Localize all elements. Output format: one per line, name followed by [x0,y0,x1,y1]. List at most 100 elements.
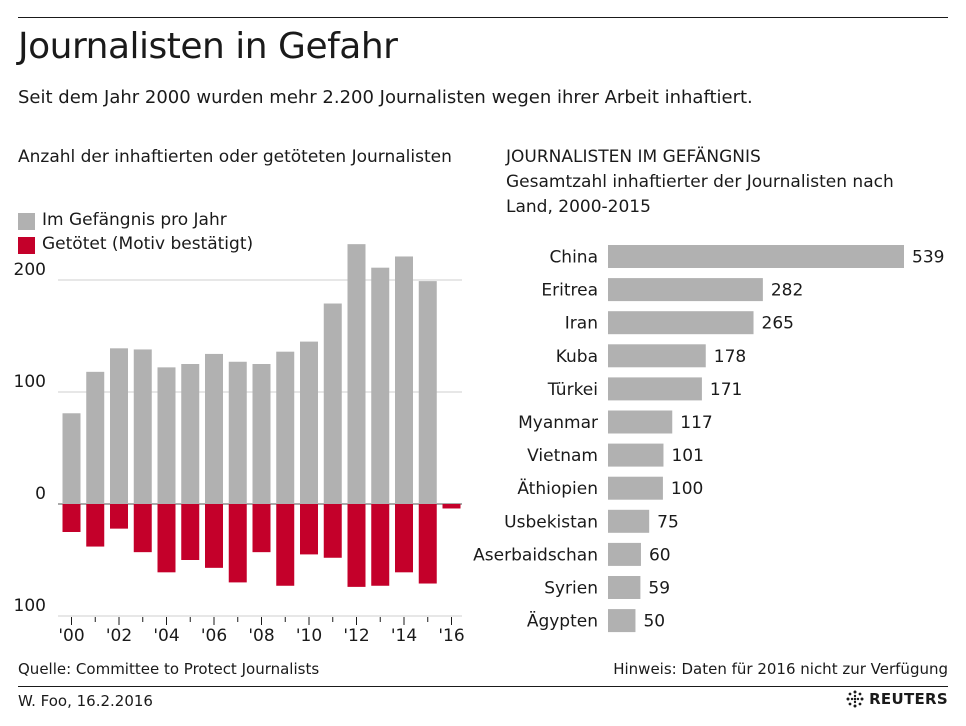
reuters-dots-icon [846,690,864,708]
x-tick-label: '14 [391,626,417,646]
country-bar [608,609,636,633]
legend-jailed-label: Im Gefängnis pro Jahr [42,210,227,230]
country-bar [608,245,904,268]
bar-killed-2013 [371,504,390,586]
country-value-label: 265 [762,314,794,334]
bar-killed-2008 [252,504,271,553]
bar-killed-2015 [418,504,437,584]
country-label: Ägypten [527,611,598,632]
country-value-label: 282 [771,281,803,301]
country-label: Türkei [547,380,598,400]
x-tick-label: '16 [438,626,464,646]
bar-killed-2000 [62,504,81,532]
country-bar [608,542,641,566]
top-rule [18,17,948,18]
credit-line: W. Foo, 16.2.2016 [18,692,153,710]
country-label: Syrien [544,579,598,599]
country-bar [608,377,702,401]
right-chart-title: JOURNALISTEN IM GEFÄNGNIS [506,147,761,167]
x-tick-label: '08 [248,626,274,646]
bar-killed-2007 [228,504,247,583]
country-label: Myanmar [518,413,598,433]
x-tick-label: '12 [343,626,369,646]
country-value-label: 117 [680,413,712,433]
bar-killed-2003 [133,504,152,553]
country-value-label: 59 [648,579,670,599]
bar-killed-2014 [395,504,413,573]
bar-jailed-2012 [347,244,366,504]
bar-killed-2009 [276,504,295,586]
bar-jailed-2004 [157,367,176,504]
reuters-logo-text: REUTERS [869,690,948,708]
page-subtitle: Seit dem Jahr 2000 wurden mehr 2.200 Jou… [18,87,753,108]
bar-jailed-2007 [228,361,247,504]
bar-jailed-2010 [300,341,318,504]
bar-killed-2010 [300,504,318,555]
country-label: China [549,248,598,268]
country-label: Äthiopien [517,478,598,499]
country-bar [608,278,763,302]
country-bar [608,443,664,467]
country-label: Iran [565,314,598,334]
country-value-label: 539 [912,248,944,268]
bar-jailed-2005 [181,364,200,504]
bar-killed-2004 [157,504,176,573]
country-label: Eritrea [541,281,598,301]
bar-killed-2012 [347,504,366,587]
bar-killed-2002 [110,504,128,529]
y-tick-label: 100 [14,596,46,616]
country-bar [608,410,673,434]
country-bar [608,476,663,500]
bar-jailed-2008 [252,364,271,504]
country-label: Kuba [556,347,598,367]
y-tick-label: 0 [35,484,46,504]
country-value-label: 100 [671,479,703,499]
x-tick-label: '06 [201,626,227,646]
bar-killed-2001 [86,504,105,547]
reuters-logo: REUTERS [846,690,948,708]
country-bar [608,344,706,368]
right-chart-subtitle-line1: Gesamtzahl inhaftierter der Journalisten… [506,172,894,192]
footer-rule [18,686,948,687]
bar-jailed-2009 [276,351,295,504]
bar-jailed-2003 [133,349,152,504]
country-value-label: 171 [710,380,742,400]
legend-killed-label: Getötet (Motiv bestätigt) [42,234,254,254]
country-label: Usbekistan [504,512,598,532]
bar-jailed-2014 [395,256,413,504]
country-bar [608,576,641,599]
country-value-label: 101 [671,446,703,466]
bar-killed-2006 [205,504,223,568]
page-title: Journalisten in Gefahr [18,26,398,67]
data-note: Hinweis: Daten für 2016 nicht zur Verfüg… [613,660,948,678]
bar-jailed-2006 [205,353,223,504]
bar-jailed-2001 [86,371,105,504]
bar-killed-2016 [442,504,461,509]
legend-jailed-swatch [18,213,35,230]
y-tick-label: 200 [14,260,46,280]
country-label: Aserbaidschan [473,545,598,565]
x-tick-label: '02 [106,626,132,646]
country-label: Vietnam [527,446,598,466]
legend-killed-swatch [18,237,35,254]
bar-jailed-2002 [110,348,128,504]
country-value-label: 75 [657,512,679,532]
source-note: Quelle: Committee to Protect Journalists [18,660,320,678]
x-tick-label: '04 [153,626,179,646]
country-value-label: 60 [649,545,671,565]
bar-jailed-2015 [418,281,437,504]
x-tick-label: '10 [296,626,322,646]
bar-killed-2005 [181,504,200,560]
country-bar [608,311,754,335]
bar-killed-2011 [323,504,342,558]
bar-jailed-2013 [371,267,390,504]
country-value-label: 178 [714,347,746,367]
country-value-label: 50 [643,612,665,632]
left-chart-label: Anzahl der inhaftierten oder getöteten J… [18,147,452,167]
x-tick-label: '00 [58,626,84,646]
right-chart-subtitle-line2: Land, 2000-2015 [506,197,651,217]
y-tick-label: 100 [14,372,46,392]
bar-jailed-2011 [323,303,342,504]
bar-jailed-2000 [62,413,81,504]
